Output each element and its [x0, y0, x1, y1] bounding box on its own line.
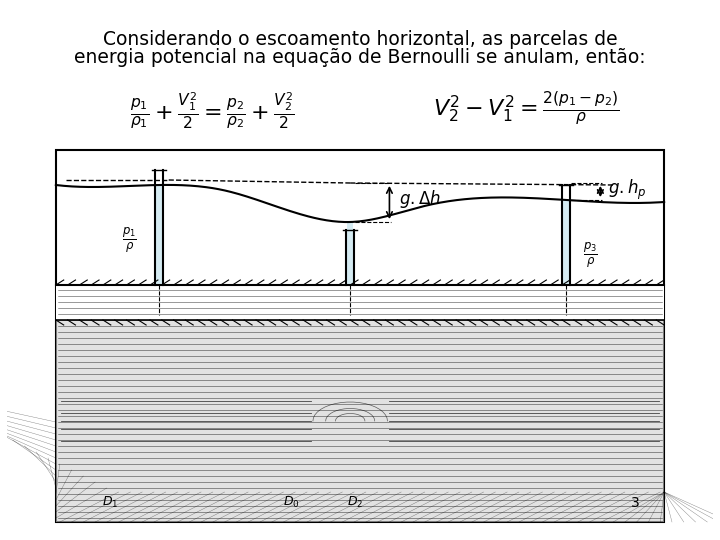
- Polygon shape: [156, 185, 162, 285]
- Text: $D_1$: $D_1$: [102, 495, 118, 510]
- Text: $\frac{p_1}{\rho}$: $\frac{p_1}{\rho}$: [122, 225, 137, 254]
- Text: $\frac{p_3}{\rho}$: $\frac{p_3}{\rho}$: [583, 240, 598, 269]
- Text: $3$: $3$: [630, 496, 639, 510]
- Text: $D_2$: $D_2$: [347, 495, 363, 510]
- Polygon shape: [56, 285, 664, 320]
- Text: $g.\Delta h$: $g.\Delta h$: [400, 187, 441, 210]
- Text: $V_2^2 - V_1^2 = \frac{2(p_1 - p_2)}{\rho}$: $V_2^2 - V_1^2 = \frac{2(p_1 - p_2)}{\rh…: [433, 90, 620, 128]
- Text: Considerando o escoamento horizontal, as parcelas de: Considerando o escoamento horizontal, as…: [103, 30, 617, 49]
- Text: $D_0$: $D_0$: [283, 495, 300, 510]
- Text: $g.h_p$: $g.h_p$: [608, 178, 647, 201]
- Polygon shape: [347, 222, 353, 285]
- Text: energia potencial na equação de Bernoulli se anulam, então:: energia potencial na equação de Bernoull…: [74, 48, 646, 67]
- Polygon shape: [56, 285, 664, 522]
- Polygon shape: [563, 200, 569, 285]
- Text: $\frac{p_1}{\rho_1} + \frac{V_1^2}{2} = \frac{p_2}{\rho_2} + \frac{V_2^2}{2}$: $\frac{p_1}{\rho_1} + \frac{V_1^2}{2} = …: [130, 90, 295, 131]
